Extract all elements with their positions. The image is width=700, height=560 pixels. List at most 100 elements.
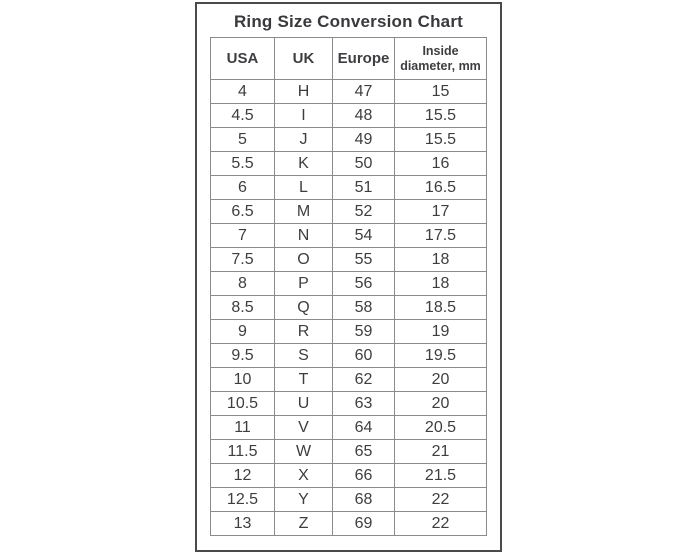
table-cell: M (274, 199, 333, 224)
column-header-4: Inside diameter, mm (394, 37, 487, 80)
table-row: 10 T 62 20 (210, 367, 487, 392)
table-row: 8 P 56 18 (210, 271, 487, 296)
table-cell: 8 (210, 271, 275, 296)
conversion-table: USA UK Europe Inside diameter, mm 4 H 47 15 4.5… (210, 37, 487, 536)
table-cell: 15 (394, 79, 487, 104)
table-cell: 47 (332, 79, 395, 104)
table-cell: 5.5 (210, 151, 275, 176)
table-row: 5.5 K 50 16 (210, 151, 487, 176)
table-cell: 9.5 (210, 343, 275, 368)
chart-title: Ring Size Conversion Chart (233, 12, 464, 31)
table-row: 4.5 I 48 15.5 (210, 103, 487, 128)
table-cell: T (274, 367, 333, 392)
table-row: 13 Z 69 22 (210, 511, 487, 536)
column-header-2: UK (274, 37, 333, 80)
table-cell: 49 (332, 127, 395, 152)
table-cell: 50 (332, 151, 395, 176)
table-cell: 19 (394, 319, 487, 344)
table-cell: 9 (210, 319, 275, 344)
table-cell: 48 (332, 103, 395, 128)
table-cell: 60 (332, 343, 395, 368)
table-cell: 52 (332, 199, 395, 224)
table-cell: 13 (210, 511, 275, 536)
table-cell: 16.5 (394, 175, 487, 200)
table-row: 11 V 64 20.5 (210, 415, 487, 440)
table-cell: 55 (332, 247, 395, 272)
table-row: 12 X 66 21.5 (210, 463, 487, 488)
table-cell: 63 (332, 391, 395, 416)
table-cell: 15.5 (394, 127, 487, 152)
table-cell: Q (274, 295, 333, 320)
table-cell: 58 (332, 295, 395, 320)
table-cell: 20 (394, 367, 487, 392)
table-cell: O (274, 247, 333, 272)
table-cell: 18 (394, 247, 487, 272)
table-cell: S (274, 343, 333, 368)
chart-panel: Ring Size Conversion Chart USA UK Europe In… (195, 2, 502, 552)
table-row: 6.5 M 52 17 (210, 199, 487, 224)
table-cell: 15.5 (394, 103, 487, 128)
table-cell: 11.5 (210, 439, 275, 464)
table-cell: P (274, 271, 333, 296)
table-cell: 8.5 (210, 295, 275, 320)
table-cell: K (274, 151, 333, 176)
table-row: 9 R 59 19 (210, 319, 487, 344)
table-cell: 17.5 (394, 223, 487, 248)
column-header-3: Europe (332, 37, 395, 80)
table-cell: 11 (210, 415, 275, 440)
table-cell: 21 (394, 439, 487, 464)
table-cell: 68 (332, 487, 395, 512)
table-cell: 22 (394, 487, 487, 512)
table-cell: 20.5 (394, 415, 487, 440)
table-cell: 21.5 (394, 463, 487, 488)
table-cell: 59 (332, 319, 395, 344)
table-cell: 19.5 (394, 343, 487, 368)
table-cell: 12.5 (210, 487, 275, 512)
table-row: 9.5 S 60 19.5 (210, 343, 487, 368)
table-cell: 10 (210, 367, 275, 392)
table-cell: J (274, 127, 333, 152)
table-cell: 66 (332, 463, 395, 488)
table-row: 12.5 Y 68 22 (210, 487, 487, 512)
table-cell: 65 (332, 439, 395, 464)
table-cell: V (274, 415, 333, 440)
table-cell: 54 (332, 223, 395, 248)
table-cell: 20 (394, 391, 487, 416)
table-cell: 18.5 (394, 295, 487, 320)
table-cell: U (274, 391, 333, 416)
table-row: 4 H 47 15 (210, 79, 487, 104)
table-cell: 7.5 (210, 247, 275, 272)
header-row: USA UK Europe Inside diameter, mm (210, 37, 487, 80)
table-cell: 69 (332, 511, 395, 536)
table-row: 7 N 54 17.5 (210, 223, 487, 248)
table-cell: L (274, 175, 333, 200)
table-cell: 7 (210, 223, 275, 248)
table-cell: 5 (210, 127, 275, 152)
table-cell: 22 (394, 511, 487, 536)
table-body: 4 H 47 15 4.5 I 48 15.5 5 J 49 15.5 5.5 K 50 16 6 L 51 16.5… (210, 79, 487, 536)
table-row: 10.5 U 63 20 (210, 391, 487, 416)
table-row: 5 J 49 15.5 (210, 127, 487, 152)
table-cell: 17 (394, 199, 487, 224)
column-header-1: USA (210, 37, 275, 80)
table-cell: 56 (332, 271, 395, 296)
table-cell: 4 (210, 79, 275, 104)
table-cell: N (274, 223, 333, 248)
table-header: USA UK Europe Inside diameter, mm (210, 37, 487, 80)
table-cell: H (274, 79, 333, 104)
table-row: 7.5 O 55 18 (210, 247, 487, 272)
table-cell: 6.5 (210, 199, 275, 224)
table-row: 8.5 Q 58 18.5 (210, 295, 487, 320)
table-cell: W (274, 439, 333, 464)
table-cell: 10.5 (210, 391, 275, 416)
table-row: 11.5 W 65 21 (210, 439, 487, 464)
table-cell: R (274, 319, 333, 344)
table-cell: 62 (332, 367, 395, 392)
table-cell: 18 (394, 271, 487, 296)
table-row: 6 L 51 16.5 (210, 175, 487, 200)
table-cell: 64 (332, 415, 395, 440)
table-cell: I (274, 103, 333, 128)
table-cell: 51 (332, 175, 395, 200)
table-cell: X (274, 463, 333, 488)
table-cell: 6 (210, 175, 275, 200)
